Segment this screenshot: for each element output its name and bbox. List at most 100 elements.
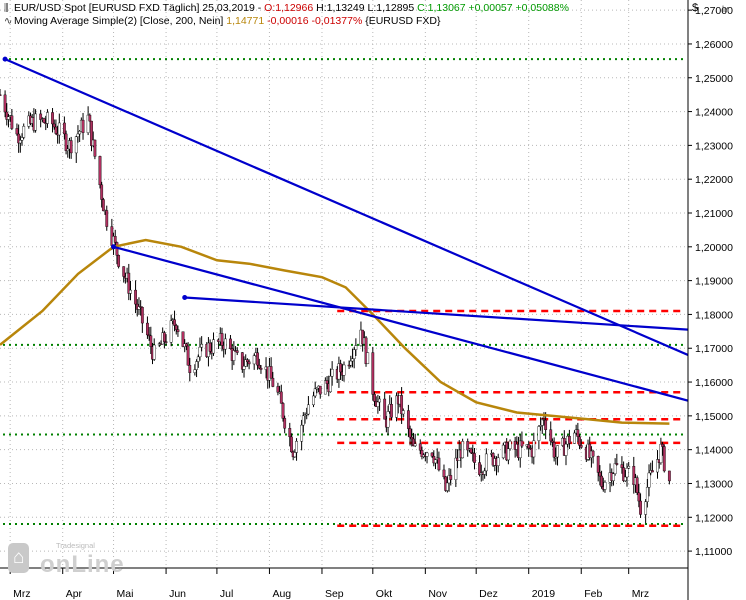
candle-body: [645, 487, 649, 502]
y-tick-label: 1,18000: [695, 309, 733, 321]
candle-body: [174, 325, 178, 330]
candle-body: [603, 482, 607, 490]
x-tick-label: Sep: [325, 588, 344, 600]
candle-body: [508, 440, 512, 450]
candle-body: [100, 184, 104, 200]
candle-body: [469, 448, 473, 454]
trendlines[interactable]: [2, 56, 688, 402]
candle-body: [69, 140, 73, 154]
horizontal-levels: [3, 58, 684, 527]
candle-body: [105, 210, 109, 227]
candle-body: [598, 472, 602, 477]
y-tick-label: 1,19000: [695, 276, 733, 288]
x-tick-label: Feb: [584, 588, 602, 600]
candle-body: [325, 380, 329, 384]
candle-body: [454, 457, 458, 480]
candle-body: [483, 470, 487, 475]
y-tick-label: 1,13000: [695, 478, 733, 490]
candle-body: [293, 452, 297, 458]
close-value: C:1,13067 +0,00057 +0,05088%: [414, 2, 569, 14]
x-tick-label: Mai: [117, 588, 134, 600]
candle-body: [193, 369, 197, 373]
candle-body: [378, 398, 381, 403]
candle-body: [579, 445, 583, 448]
candle-body: [496, 457, 500, 466]
candle-body: [62, 122, 66, 135]
candle-body: [466, 441, 470, 451]
candle-body: [635, 477, 639, 493]
candle-body: [401, 410, 405, 415]
x-tick-label: Jul: [220, 588, 233, 600]
candle-body: [256, 352, 259, 366]
candle-body: [549, 429, 553, 442]
candle-body: [200, 344, 204, 348]
candle-body: [276, 386, 280, 393]
x-tick-label: Dez: [479, 588, 498, 600]
candle-body: [220, 333, 224, 346]
candle-body: [576, 429, 580, 437]
candle-body: [434, 459, 437, 464]
y-tick-label: 1,11000: [695, 546, 732, 558]
candle-body: [64, 133, 68, 151]
indicator-header: ∿ Moving Average Simple(2) [Close, 200, N…: [4, 15, 440, 27]
candle-body: [408, 428, 412, 438]
candle-body: [235, 350, 239, 353]
candle-body: [300, 424, 304, 442]
candle-body: [149, 335, 153, 347]
trendline: [184, 296, 688, 331]
candle-body: [567, 435, 571, 444]
candle-body: [229, 338, 232, 349]
candle-body: [140, 306, 144, 324]
candle-body: [15, 128, 19, 135]
candle-body: [386, 411, 390, 428]
y-tick-label: 1,20000: [695, 242, 733, 254]
candle-body: [39, 113, 43, 120]
candle-body: [242, 366, 246, 370]
candle-body: [113, 236, 117, 243]
candle-body: [52, 123, 56, 128]
candle-body: [164, 341, 168, 343]
candles: [0, 88, 671, 524]
candle-body: [342, 364, 346, 376]
y-tick-label: 1,25000: [695, 73, 733, 85]
moving-average: [0, 238, 670, 425]
candle-body: [271, 377, 275, 387]
candle-body: [76, 133, 80, 137]
candle-body: [573, 432, 576, 444]
candle-body: [351, 358, 354, 362]
candle-body: [312, 395, 315, 406]
trendline: [113, 245, 688, 402]
candle-body: [330, 369, 334, 377]
y-tick-label: 1,16000: [695, 377, 733, 389]
high-value: H:1,13249: [313, 2, 365, 14]
candle-body: [596, 456, 600, 473]
candle-body: [591, 450, 595, 457]
candle-body: [354, 345, 358, 350]
candle-body: [620, 464, 624, 468]
logo-mark: ⌂: [8, 543, 29, 573]
candle-body: [349, 360, 353, 366]
candle-body: [54, 126, 58, 134]
candle-body: [283, 418, 287, 429]
candle-body: [288, 428, 292, 438]
candle-body: [418, 443, 422, 451]
trendline-anchor: [111, 244, 117, 250]
candle-body: [537, 426, 541, 441]
candle-body: [556, 445, 559, 458]
tradesignal-logo: ⌂ Tradesignal onLine: [8, 541, 124, 578]
candle-body: [279, 391, 283, 404]
candle-body: [78, 131, 82, 135]
candle-body: [400, 395, 404, 415]
candle-body: [552, 442, 556, 458]
candle-body: [383, 398, 387, 420]
candle-body: [506, 448, 510, 461]
x-tick-label: Okt: [376, 588, 392, 600]
candle-body: [473, 453, 476, 463]
candle-body: [257, 364, 261, 369]
candle-body: [667, 470, 671, 482]
y-tick-label: 1,14000: [695, 445, 733, 457]
candle-body: [520, 440, 524, 447]
y-tick-label: 1,27000: [695, 5, 733, 17]
